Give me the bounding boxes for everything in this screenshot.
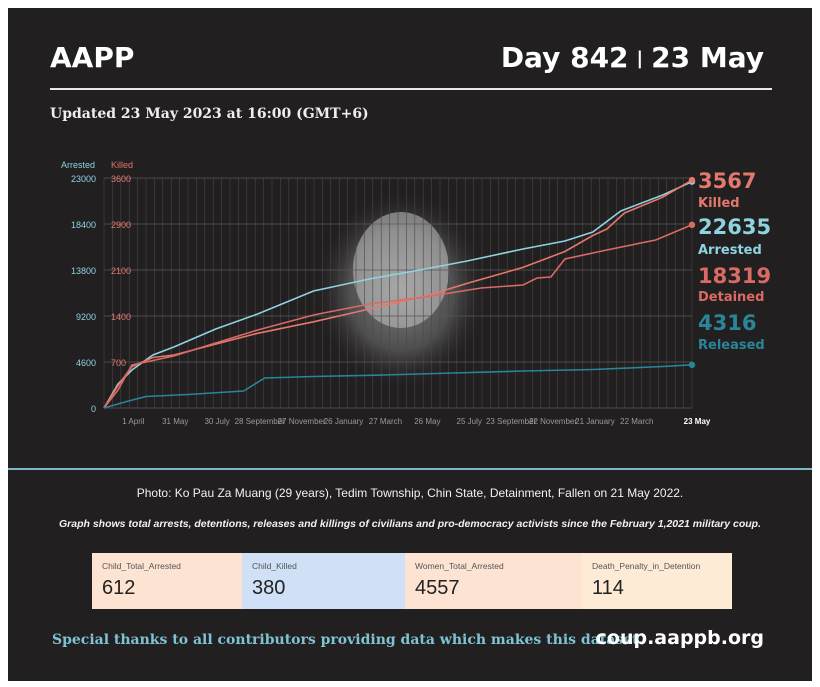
right-axis-title: Killed <box>111 160 133 170</box>
series-end-label-killed: Killed <box>698 196 740 211</box>
x-axis-tick-label: 31 May <box>162 417 188 426</box>
thanks-note: Special thanks to all contributors provi… <box>52 632 644 648</box>
stats-row: Child_Total_Arrested 612 Child_Killed 38… <box>92 553 732 609</box>
timeline-chart: 0 4600 9200 13800 18400 23000 700 1400 2100 2900 3… <box>61 160 771 426</box>
x-axis-tick-label: 23 May <box>684 417 711 426</box>
stat-death-penalty-in-detention: Death_Penalty_in_Detention 114 <box>582 553 732 609</box>
header-divider <box>50 88 772 90</box>
stat-value: 380 <box>252 577 286 599</box>
stat-women-total-arrested: Women_Total_Arrested 4557 <box>405 553 582 609</box>
x-axis-tick-label: 30 July <box>204 417 229 426</box>
stat-child-total-arrested: Child_Total_Arrested 612 <box>92 553 242 609</box>
series-end-value-arrested: 22635 <box>698 215 771 239</box>
x-axis-tick-label: 26 May <box>414 417 440 426</box>
series-endpoint-killed <box>688 176 696 184</box>
stat-value: 114 <box>592 577 624 599</box>
series-end-value-killed: 3567 <box>698 169 756 193</box>
stat-label: Child_Total_Arrested <box>102 561 181 571</box>
right-axis-tick-label: 2900 <box>111 220 131 230</box>
x-axis-tick-label: 28 September <box>235 417 286 426</box>
right-axis-tick-label: 2100 <box>111 266 131 276</box>
stat-label: Child_Killed <box>252 561 297 571</box>
right-axis-tick-label: 700 <box>111 358 126 368</box>
series-endpoint-released <box>688 361 696 369</box>
left-axis-tick-label: 0 <box>91 404 96 414</box>
x-axis-tick-label: 26 January <box>324 417 364 426</box>
day-count: Day 842 <box>500 41 629 74</box>
left-axis-tick-label: 13800 <box>71 266 96 276</box>
series-end-label-released: Released <box>698 338 765 353</box>
right-axis-tick-label: 3600 <box>111 174 131 184</box>
series-end-value-released: 4316 <box>698 311 756 335</box>
left-axis-tick-label: 18400 <box>71 220 96 230</box>
stat-label: Death_Penalty_in_Detention <box>592 561 701 571</box>
x-axis-tick-label: 22 March <box>620 417 653 426</box>
heading-separator: | <box>636 48 644 69</box>
graph-note: Graph shows total arrests, detentions, r… <box>59 518 761 530</box>
x-axis-tick-label: 27 March <box>369 417 402 426</box>
heading-date: 23 May <box>651 41 764 74</box>
x-axis-tick-label: 27 November <box>278 417 326 426</box>
series-line-killed <box>103 179 693 409</box>
day-date-heading: Day 842 | 23 May <box>501 41 764 74</box>
photo-caption: Photo: Ko Pau Za Muang (29 years), Tedim… <box>136 486 684 500</box>
website-link[interactable]: coup.aappb.org <box>595 627 764 649</box>
series-end-label-detained: Detained <box>698 290 764 305</box>
x-axis-tick-label: 21 January <box>575 417 615 426</box>
stat-label: Women_Total_Arrested <box>415 561 504 571</box>
x-axis-tick-label: 22 November <box>529 417 577 426</box>
right-axis-tick-label: 1400 <box>111 312 131 322</box>
series-line-released <box>103 364 693 409</box>
series-endpoint-detained <box>688 221 696 229</box>
section-divider <box>8 468 812 470</box>
updated-timestamp: Updated 23 May 2023 at 16:00 (GMT+6) <box>50 106 369 122</box>
left-axis-tick-label: 4600 <box>76 358 96 368</box>
series-end-value-detained: 18319 <box>698 264 771 288</box>
x-axis-tick-label: 25 July <box>457 417 482 426</box>
series-line-detained <box>103 224 693 409</box>
x-axis-tick-label: 23 September <box>486 417 537 426</box>
left-axis-title: Arrested <box>61 160 95 170</box>
stat-child-killed: Child_Killed 380 <box>242 553 405 609</box>
series-end-label-arrested: Arrested <box>698 243 762 258</box>
left-axis-tick-label: 9200 <box>76 312 96 322</box>
stat-value: 612 <box>102 577 136 599</box>
brand-title: AAPP <box>50 41 135 74</box>
stat-value: 4557 <box>415 577 460 599</box>
left-axis-tick-label: 23000 <box>71 174 96 184</box>
x-axis-tick-label: 1 April <box>122 417 144 426</box>
infographic-card: AAPP Day 842 | 23 May Updated 23 May 2023 … <box>8 8 812 681</box>
